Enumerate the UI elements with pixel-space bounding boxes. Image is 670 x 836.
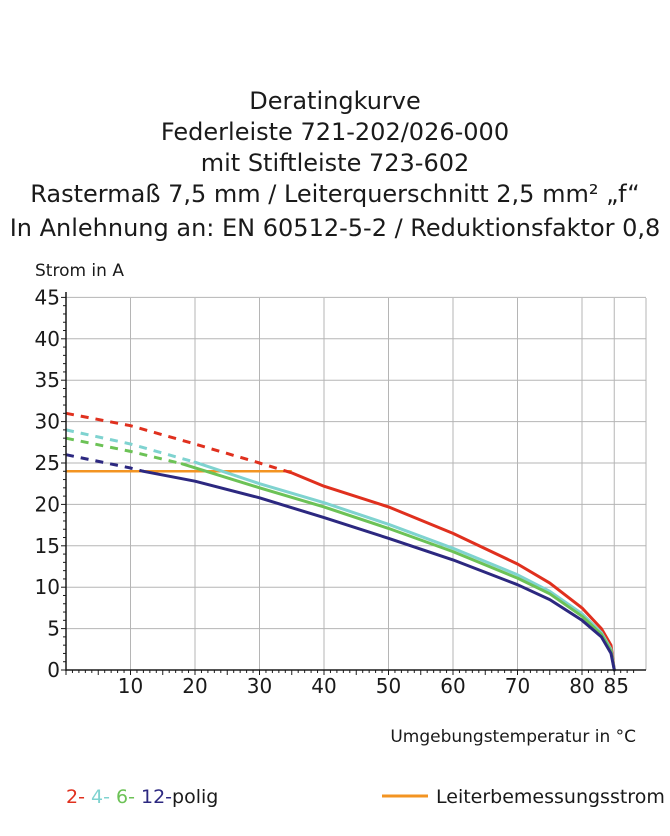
title-line-5: In Anlehnung an: EN 60512-5-2 / Reduktio… <box>10 214 661 242</box>
x-tick-label: 40 <box>311 674 336 698</box>
title-line-3: mit Stiftleiste 723-602 <box>201 149 470 177</box>
series-line-dashed <box>65 428 196 464</box>
legend-series-labels: 2- 4- 6- 12-polig <box>66 786 218 808</box>
series-line-dashed <box>65 436 183 466</box>
legend-reference-label: Leiterbemessungsstrom <box>436 786 665 808</box>
title-line-2: Federleiste 721-202/026-000 <box>161 118 509 146</box>
y-tick-label: 25 <box>35 451 60 475</box>
legend-series-12: 12- <box>141 786 172 808</box>
y-tick-label: 10 <box>35 575 60 599</box>
legend-series-6: 6- <box>116 786 135 808</box>
legend-series-4: 4- <box>91 786 110 808</box>
x-tick-label: 70 <box>505 674 530 698</box>
x-tick-labels: 10 20 30 40 50 60 70 80 85 <box>118 674 629 698</box>
series-line <box>141 469 616 672</box>
x-axis-label: Umgebungstemperatur in °C <box>390 727 636 747</box>
x-tick-label: 80 <box>569 674 594 698</box>
chart-title: Deratingkurve Federleiste 721-202/026-00… <box>10 87 661 242</box>
series-layer <box>65 411 616 672</box>
y-tick-label: 30 <box>35 410 60 434</box>
y-tick-label: 5 <box>47 617 60 641</box>
title-line-4: Rastermaß 7,5 mm / Leiterquerschnitt 2,5… <box>30 180 640 208</box>
y-tick-label: 20 <box>35 492 60 516</box>
y-tick-label: 35 <box>35 368 60 392</box>
legend-series-2: 2- <box>66 786 85 808</box>
x-tick-label: 10 <box>118 674 143 698</box>
series-line <box>290 471 616 672</box>
y-tick-label: 45 <box>35 285 60 309</box>
series-line-dashed <box>65 453 144 473</box>
grid <box>66 296 647 670</box>
axes <box>61 292 646 675</box>
legend-suffix: polig <box>172 786 218 808</box>
legend: 2- 4- 6- 12-polig Leiterbemessungsstrom <box>66 786 665 808</box>
x-tick-label: 20 <box>182 674 207 698</box>
x-tick-label: 30 <box>247 674 272 698</box>
y-tick-label: 15 <box>35 534 60 558</box>
x-tick-label: 85 <box>604 674 629 698</box>
x-tick-label: 60 <box>440 674 465 698</box>
series-line <box>193 460 616 672</box>
x-tick-label: 50 <box>376 674 401 698</box>
title-line-1: Deratingkurve <box>249 87 421 115</box>
y-axis-label: Strom in A <box>35 261 124 281</box>
y-tick-labels: 0 5 10 15 20 25 30 35 40 45 <box>35 285 60 682</box>
y-tick-label: 40 <box>35 327 60 351</box>
series-line-dashed <box>65 411 293 475</box>
y-tick-label: 0 <box>47 658 60 682</box>
